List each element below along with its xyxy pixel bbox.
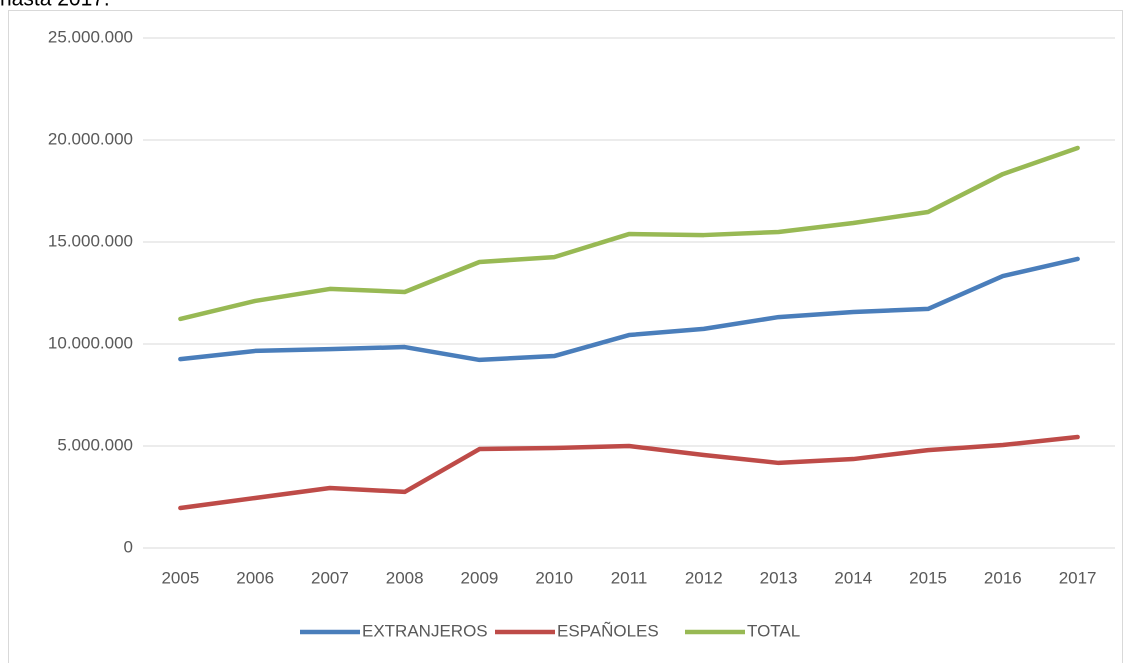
y-tick-label: 15.000.000 [48, 231, 133, 250]
x-tick-label: 2012 [685, 568, 723, 587]
series-line [178, 434, 1080, 511]
y-tick-label: 0 [124, 537, 133, 556]
x-tick-label: 2005 [161, 568, 199, 587]
x-tick-label: 2017 [1059, 568, 1097, 587]
chart-frame [8, 10, 1123, 663]
legend-label: EXTRANJEROS [362, 621, 488, 640]
x-tick-label: 2007 [311, 568, 349, 587]
x-tick-label: 2008 [386, 568, 424, 587]
y-tick-label: 20.000.000 [48, 129, 133, 148]
series-line [178, 145, 1080, 322]
legend-label: TOTAL [747, 621, 800, 640]
x-tick-label: 2014 [834, 568, 872, 587]
x-tick-label: 2016 [984, 568, 1022, 587]
y-tick-label: 5.000.000 [57, 435, 133, 454]
y-tick-label: 10.000.000 [48, 333, 133, 352]
y-tick-label: 25.000.000 [48, 27, 133, 46]
series-line [178, 256, 1080, 363]
x-tick-label: 2010 [535, 568, 573, 587]
x-tick-label: 2015 [909, 568, 947, 587]
x-tick-label: 2013 [760, 568, 798, 587]
x-tick-label: 2009 [461, 568, 499, 587]
chart-title: hasta 2017. [0, 0, 110, 11]
legend-label: ESPAÑOLES [557, 621, 659, 640]
x-tick-label: 2006 [236, 568, 274, 587]
x-tick-label: 2011 [611, 568, 648, 587]
